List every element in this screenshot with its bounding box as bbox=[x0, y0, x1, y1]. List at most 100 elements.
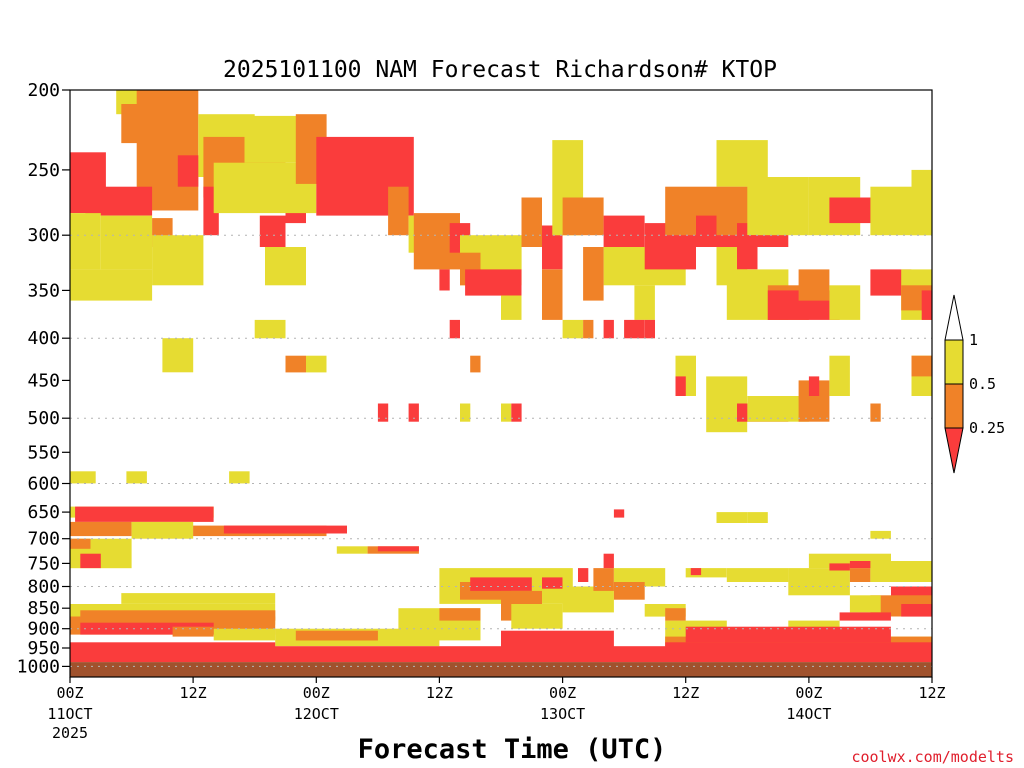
ri-cell bbox=[439, 269, 450, 291]
y-tick-label: 750 bbox=[27, 553, 60, 574]
ri-cell bbox=[788, 568, 850, 596]
ri-cell bbox=[921, 290, 932, 320]
ri-cell bbox=[870, 561, 932, 582]
ri-cell bbox=[839, 612, 891, 621]
legend-bin-0.5-1 bbox=[944, 339, 964, 385]
ri-cell bbox=[747, 177, 809, 236]
x-tick-label: 00Z bbox=[549, 684, 576, 702]
x-tick-label: 00Z bbox=[303, 684, 330, 702]
ri-cell bbox=[870, 530, 891, 539]
ri-cell bbox=[798, 269, 830, 301]
y-tick-label: 950 bbox=[27, 638, 60, 659]
ri-cell bbox=[634, 285, 655, 320]
ri-cell bbox=[306, 355, 327, 373]
plot-frame bbox=[69, 89, 933, 678]
ri-cell bbox=[747, 512, 768, 523]
x-tick-label: 12Z bbox=[180, 684, 207, 702]
ri-cell bbox=[685, 626, 891, 643]
ri-cell bbox=[470, 355, 481, 373]
ri-cell bbox=[131, 521, 194, 539]
legend-bin-above-1 bbox=[944, 294, 964, 341]
y-tick-label: 900 bbox=[27, 619, 60, 640]
ri-cell bbox=[685, 568, 727, 578]
ri-cell bbox=[501, 403, 512, 422]
ri-cell bbox=[213, 628, 276, 641]
ri-cell bbox=[911, 355, 932, 377]
ri-cell bbox=[501, 295, 522, 320]
y-tick-label: 200 bbox=[27, 80, 60, 101]
ri-cell bbox=[675, 376, 686, 396]
y-tick-label: 350 bbox=[27, 280, 60, 301]
ri-cell bbox=[265, 247, 306, 286]
ri-cell bbox=[542, 225, 563, 270]
legend-bin-0.25-0.5 bbox=[944, 383, 964, 429]
plot-area bbox=[69, 89, 933, 678]
ri-cell bbox=[690, 568, 702, 576]
ri-cell bbox=[70, 269, 153, 301]
ri-cell bbox=[152, 235, 204, 286]
x-tick-date: 13OCT bbox=[540, 705, 585, 723]
ri-cell bbox=[259, 215, 286, 247]
ri-cell bbox=[562, 319, 584, 339]
y-tick-label: 500 bbox=[27, 408, 60, 429]
x-tick-label: 12Z bbox=[426, 684, 453, 702]
ri-cell bbox=[285, 355, 306, 373]
ri-cell bbox=[829, 563, 850, 571]
ri-cell bbox=[583, 319, 594, 339]
ri-cell bbox=[829, 285, 861, 320]
ri-cell bbox=[911, 169, 932, 236]
y-tick-label: 250 bbox=[27, 160, 60, 181]
ri-cell bbox=[80, 610, 276, 621]
ri-cell bbox=[70, 642, 276, 650]
y-tick-label: 450 bbox=[27, 370, 60, 391]
ri-cell bbox=[100, 215, 153, 270]
legend-bin-below-0.25 bbox=[944, 427, 964, 474]
ri-cell bbox=[70, 471, 96, 484]
x-tick-label: 12Z bbox=[918, 684, 945, 702]
ri-cell bbox=[501, 630, 614, 649]
ri-cell bbox=[377, 546, 419, 552]
ri-cell bbox=[542, 577, 563, 589]
ri-cell bbox=[439, 608, 481, 621]
ri-cell bbox=[388, 186, 409, 236]
ri-cell bbox=[716, 512, 748, 523]
y-tick-label: 400 bbox=[27, 328, 60, 349]
y-tick-label: 800 bbox=[27, 577, 60, 598]
x-tick-date: 11OCT bbox=[47, 705, 92, 723]
ri-cell bbox=[85, 186, 153, 216]
ri-cell bbox=[583, 247, 604, 301]
ri-cell bbox=[737, 235, 758, 270]
ri-cell bbox=[408, 403, 419, 422]
ri-cell bbox=[229, 471, 250, 484]
ri-cell bbox=[470, 577, 532, 591]
ri-cell bbox=[603, 319, 614, 339]
ri-cell bbox=[665, 608, 686, 621]
x-axis-label: Forecast Time (UTC) bbox=[358, 734, 667, 765]
ri-cell bbox=[849, 595, 881, 613]
x-tick-year: 2025 bbox=[52, 724, 88, 742]
legend-label-1: 1 bbox=[969, 331, 978, 349]
ri-cell bbox=[644, 319, 655, 339]
y-tick-label: 850 bbox=[27, 598, 60, 619]
ri-cell bbox=[542, 269, 563, 320]
ri-cell bbox=[121, 104, 194, 144]
ri-cell bbox=[511, 403, 522, 422]
y-tick-label: 650 bbox=[27, 502, 60, 523]
ri-cell bbox=[80, 553, 101, 569]
ri-cell bbox=[613, 509, 625, 518]
ri-cell bbox=[603, 215, 645, 247]
x-tick-label: 00Z bbox=[56, 684, 83, 702]
y-tick-label: 1000 bbox=[17, 656, 60, 677]
ri-cell bbox=[336, 546, 368, 554]
ri-cell bbox=[75, 506, 214, 522]
ri-cell bbox=[829, 355, 850, 396]
x-tick-date: 14OCT bbox=[786, 705, 831, 723]
watermark[interactable]: coolwx.com/modelts bbox=[851, 748, 1014, 766]
ri-cell bbox=[613, 582, 645, 600]
ri-cell bbox=[808, 376, 820, 396]
ri-cell bbox=[223, 525, 347, 534]
ri-cell bbox=[624, 319, 645, 339]
ri-cell bbox=[521, 197, 542, 247]
